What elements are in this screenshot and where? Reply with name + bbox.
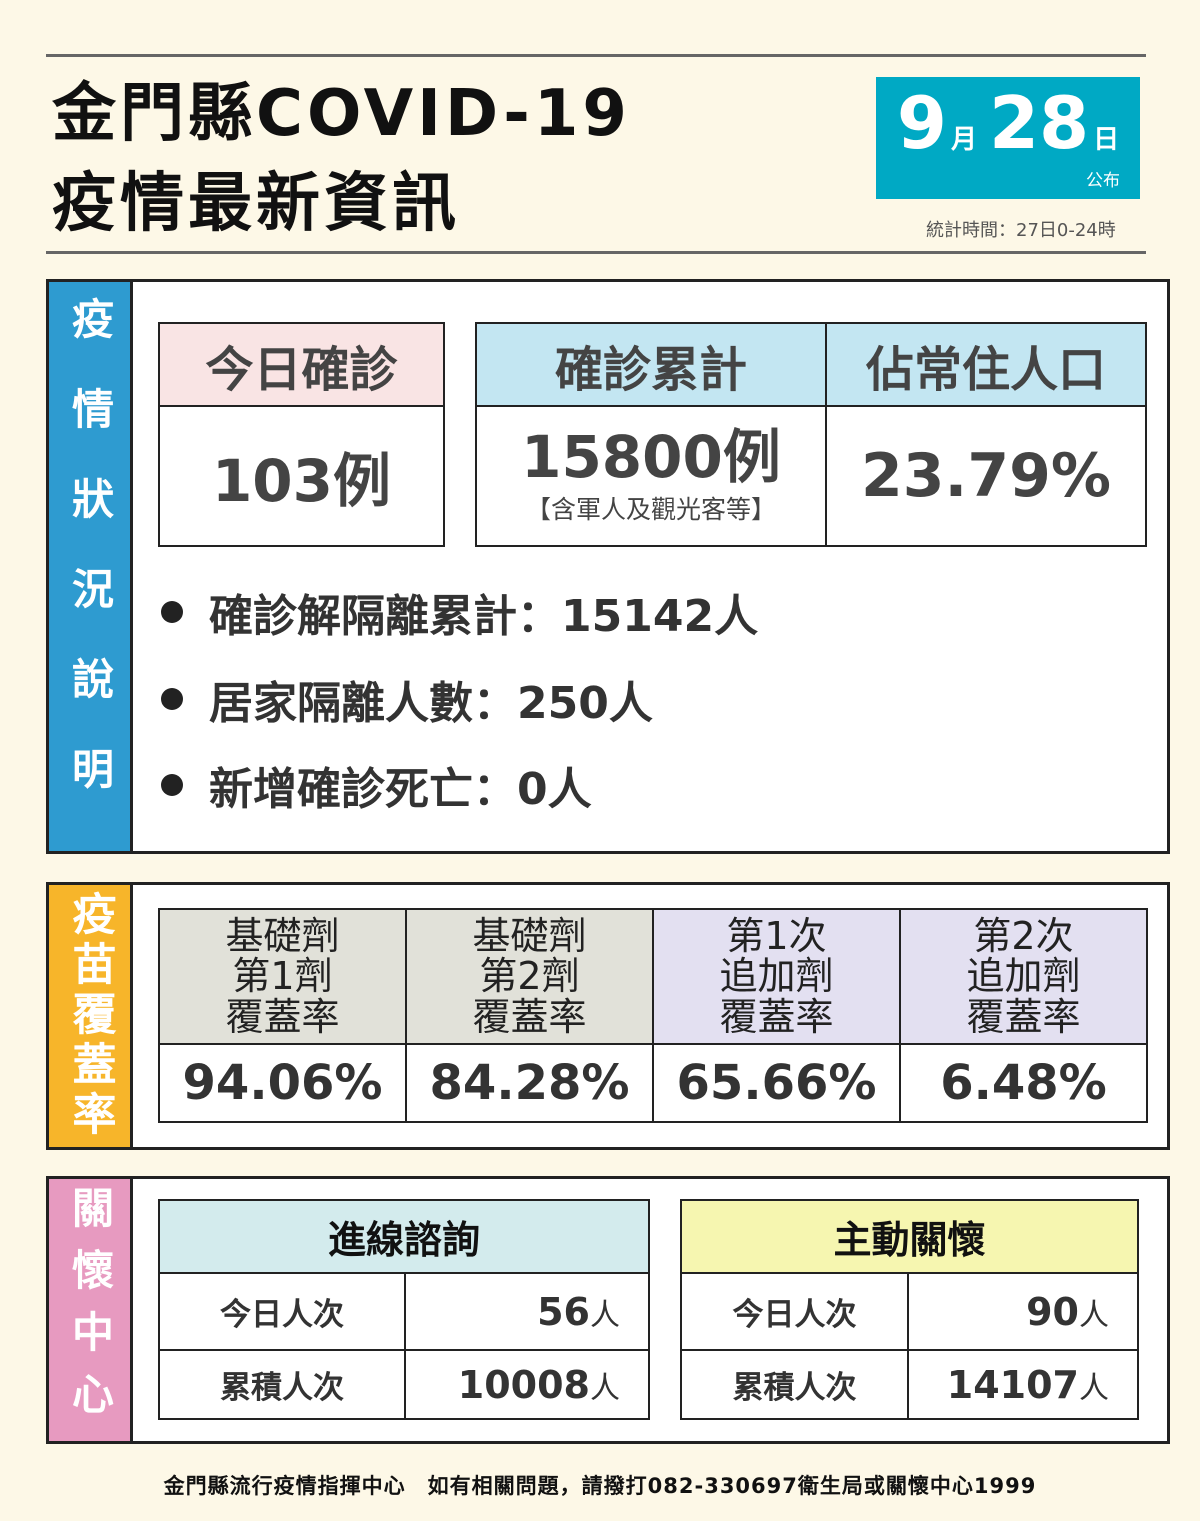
vaccine-value-4: 6.48%	[899, 1043, 1148, 1123]
bullet-deaths: 新增確診死亡：0人	[161, 753, 592, 817]
active-row-value: 14107 人	[907, 1349, 1139, 1420]
active-row-value: 90 人	[907, 1272, 1139, 1351]
vaccine-header-line: 基礎劑	[225, 914, 340, 959]
today-confirmed-header: 今日確診	[158, 322, 445, 407]
total-confirmed-note: 【含軍人及觀光客等】	[525, 494, 776, 524]
vaccine-header-line: 基礎劑	[472, 914, 587, 959]
vaccine-header-line: 第1劑	[232, 954, 333, 999]
hotline-row-label: 累積人次	[158, 1349, 406, 1420]
date-row: 9 月 28 日	[876, 87, 1140, 167]
page-title-line1: 金門縣COVID-19	[52, 77, 631, 151]
active-title: 主動關懷	[680, 1199, 1139, 1274]
epidemic-section: 疫情狀況說明 今日確診 103例 確診累計 15800例 【含軍人及觀光客等】 …	[46, 279, 1170, 854]
vaccine-header-line: 第2次	[973, 914, 1074, 959]
hotline-row-label: 今日人次	[158, 1272, 406, 1351]
care-section: 關懷中心 進線諮詢 今日人次 56 人累積人次 10008 人主動關懷 今日人次 90 人累積人…	[46, 1176, 1170, 1444]
date-badge: 9 月 28 日 公布	[876, 77, 1140, 199]
hotline-row-value: 56 人	[404, 1272, 650, 1351]
vaccine-header-line: 追加劑	[719, 954, 834, 999]
bullet-dot-icon	[161, 774, 183, 796]
top-divider	[46, 54, 1146, 57]
vaccine-header-3: 第1次 追加劑 覆蓋率	[652, 908, 901, 1045]
active-row-label: 累積人次	[680, 1349, 909, 1420]
bullet-dot-icon	[161, 688, 183, 710]
hotline-row-value: 10008 人	[404, 1349, 650, 1420]
bullet-dot-icon	[161, 601, 183, 623]
vaccine-value-1: 94.06%	[158, 1043, 407, 1123]
vaccine-header-line: 第2劑	[479, 954, 580, 999]
hotline-title: 進線諮詢	[158, 1199, 650, 1274]
today-confirmed-value: 103例	[158, 405, 445, 547]
vaccine-header-line: 覆蓋率	[966, 994, 1081, 1039]
vaccine-header-2: 基礎劑 第2劑 覆蓋率	[405, 908, 654, 1045]
vaccine-header-line: 第1次	[726, 914, 827, 959]
vaccine-value-3: 65.66%	[652, 1043, 901, 1123]
total-confirmed-header: 確診累計	[475, 322, 827, 407]
footer-contact: 金門縣流行疫情指揮中心 如有相關問題，請撥打082-330697衛生局或關懷中心…	[163, 1474, 1037, 1498]
population-ratio-value: 23.79%	[825, 405, 1147, 547]
day-unit: 日	[1093, 125, 1120, 155]
header-divider	[46, 251, 1146, 254]
page-title-line2: 疫情最新資訊	[52, 167, 460, 241]
total-confirmed-value: 15800例	[521, 423, 781, 492]
active-row-label: 今日人次	[680, 1272, 909, 1351]
population-ratio-header: 佔常住人口	[825, 322, 1147, 407]
vaccine-section: 疫苗覆蓋率 基礎劑 第1劑 覆蓋率 94.06% 基礎劑 第2劑 覆蓋率 84.28% 第1次追…	[46, 882, 1170, 1150]
vaccine-header-line: 覆蓋率	[225, 994, 340, 1039]
date-day: 28	[988, 81, 1090, 165]
total-confirmed-cell: 15800例 【含軍人及觀光客等】	[475, 405, 827, 547]
statistics-period: 統計時間：27日0-24時	[926, 220, 1116, 241]
epidemic-side-label: 疫情狀況說明	[49, 282, 133, 851]
vaccine-header-line: 追加劑	[966, 954, 1081, 999]
vaccine-header-line: 覆蓋率	[719, 994, 834, 1039]
bullet-home-isolation: 居家隔離人數：250人	[161, 667, 653, 731]
vaccine-value-2: 84.28%	[405, 1043, 654, 1123]
vaccine-header-1: 基礎劑 第1劑 覆蓋率	[158, 908, 407, 1045]
published-label: 公布	[1086, 171, 1120, 191]
care-side-label: 關懷中心	[49, 1179, 133, 1441]
bullet-recovered: 確診解隔離累計：15142人	[161, 580, 758, 644]
vaccine-header-line: 覆蓋率	[472, 994, 587, 1039]
month-unit: 月	[950, 125, 977, 155]
vaccine-header-4: 第2次 追加劑 覆蓋率	[899, 908, 1148, 1045]
vaccine-side-label: 疫苗覆蓋率	[49, 885, 133, 1147]
date-month: 9	[896, 81, 947, 165]
